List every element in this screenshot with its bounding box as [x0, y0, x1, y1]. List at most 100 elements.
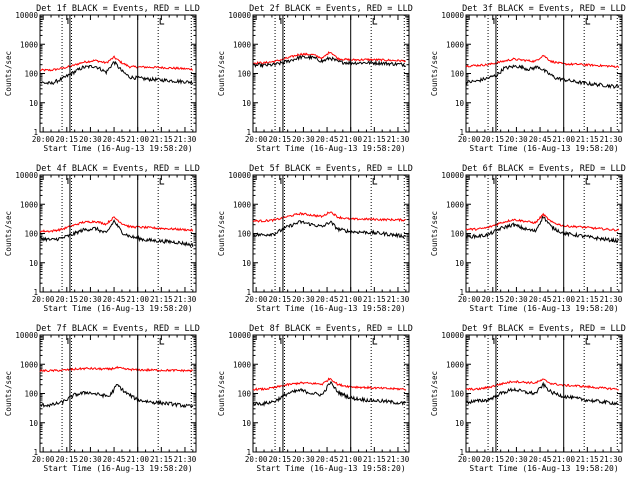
plot-frame	[465, 334, 623, 453]
y-tick-label: 10	[242, 99, 252, 108]
x-tick-label: 21:15	[150, 135, 173, 144]
x-tick-label: 20:30	[505, 455, 528, 464]
x-tick-label: 21:15	[576, 455, 599, 464]
x-tick-label: 20:15	[268, 455, 291, 464]
events-series-line	[252, 380, 407, 407]
x-tick-label: 20:00	[245, 455, 268, 464]
y-tick-label: 1000	[233, 40, 252, 49]
x-tick-label: 20:00	[458, 455, 481, 464]
end-flag-marker	[159, 178, 165, 185]
y-axis-label: Counts/sec	[217, 51, 226, 96]
y-tick-label: 10	[455, 419, 465, 428]
y-tick-label: 10	[29, 99, 39, 108]
x-tick-label: 20:15	[55, 455, 78, 464]
chart-panel-4: Det 4f BLACK = Events, RED = LLD 1 10 100 10…	[4, 164, 200, 313]
x-tick-label: 20:15	[55, 135, 78, 144]
plot-frame	[252, 14, 410, 133]
chart-title: Det 9f BLACK = Events, RED = LLD	[462, 324, 626, 334]
x-tick-label: 21:15	[363, 295, 386, 304]
x-tick-label: 21:30	[600, 135, 623, 144]
y-axis-label: Counts/sec	[430, 51, 439, 96]
lld-series-line	[252, 51, 406, 65]
x-tick-label: 20:15	[268, 295, 291, 304]
x-tick-label: 21:15	[576, 135, 599, 144]
x-tick-label: 21:30	[600, 295, 623, 304]
end-flag-marker	[159, 18, 165, 25]
end-flag-marker	[372, 18, 378, 25]
y-tick-label: 1000	[233, 200, 252, 209]
chart-title: Det 8f BLACK = Events, RED = LLD	[249, 324, 413, 334]
chart-title: Det 5f BLACK = Events, RED = LLD	[249, 164, 413, 174]
events-series-line	[465, 64, 620, 90]
x-tick-label: 21:00	[126, 455, 149, 464]
x-tick-label: 20:30	[292, 135, 315, 144]
x-tick-label: 21:30	[387, 135, 410, 144]
y-axis-label: Counts/sec	[217, 211, 226, 256]
end-flag-marker	[372, 178, 378, 185]
x-tick-label: 20:15	[481, 455, 504, 464]
lld-series-line	[39, 216, 194, 233]
x-tick-label: 21:15	[150, 455, 173, 464]
chart-title: Det 4f BLACK = Events, RED = LLD	[36, 164, 200, 174]
plot-frame	[252, 334, 410, 453]
x-axis-label: Start Time (16-Aug-13 19:58:20)	[469, 144, 618, 153]
events-series-line	[39, 383, 194, 409]
chart-panel-7: Det 7f BLACK = Events, RED = LLD 1 10 100 10…	[4, 324, 200, 473]
y-tick-label: 100	[237, 230, 251, 239]
lld-series-line	[465, 378, 619, 391]
x-tick-label: 20:45	[529, 295, 552, 304]
x-axis-label: Start Time (16-Aug-13 19:58:20)	[256, 464, 405, 473]
end-flag-marker	[159, 338, 165, 345]
y-tick-label: 100	[237, 390, 251, 399]
end-flag-marker	[585, 338, 591, 345]
y-tick-label: 1	[459, 288, 464, 297]
x-tick-label: 20:30	[292, 295, 315, 304]
chart-panel-6: Det 6f BLACK = Events, RED = LLD 1 10 100 10…	[430, 164, 626, 313]
x-tick-label: 21:15	[363, 135, 386, 144]
x-tick-label: 20:45	[529, 135, 552, 144]
plot-frame	[39, 14, 197, 133]
x-tick-label: 21:30	[387, 455, 410, 464]
x-tick-label: 21:00	[339, 455, 362, 464]
x-tick-label: 20:30	[505, 295, 528, 304]
y-tick-label: 1000	[20, 360, 39, 369]
x-tick-label: 20:15	[268, 135, 291, 144]
y-tick-label: 1000	[233, 360, 252, 369]
y-axis-label: Counts/sec	[4, 211, 13, 256]
chart-panel-1: Det 1f BLACK = Events, RED = LLD 1 10 100 10…	[4, 4, 200, 153]
y-tick-label: 100	[24, 70, 38, 79]
x-tick-label: 21:00	[339, 135, 362, 144]
x-tick-label: 21:15	[576, 295, 599, 304]
y-axis-label: Counts/sec	[430, 211, 439, 256]
y-axis-label: Counts/sec	[4, 371, 13, 416]
y-tick-label: 10	[29, 259, 39, 268]
x-tick-label: 20:00	[32, 135, 55, 144]
y-tick-label: 10000	[228, 171, 251, 180]
y-tick-label: 10000	[15, 171, 38, 180]
y-tick-label: 1	[33, 128, 38, 137]
x-tick-label: 20:30	[79, 295, 102, 304]
y-axis-label: Counts/sec	[430, 371, 439, 416]
x-tick-label: 20:00	[245, 135, 268, 144]
x-tick-label: 21:15	[150, 295, 173, 304]
y-tick-label: 1	[246, 128, 251, 137]
x-tick-label: 20:45	[103, 295, 126, 304]
lld-series-line	[465, 54, 620, 69]
x-axis-label: Start Time (16-Aug-13 19:58:20)	[469, 304, 618, 313]
events-series-line	[465, 381, 619, 406]
chart-title: Det 6f BLACK = Events, RED = LLD	[462, 164, 626, 174]
x-tick-label: 20:00	[458, 135, 481, 144]
chart-title: Det 2f BLACK = Events, RED = LLD	[249, 4, 413, 14]
y-tick-label: 1	[246, 288, 251, 297]
plot-frame	[39, 174, 197, 293]
x-tick-label: 20:30	[79, 455, 102, 464]
y-tick-label: 10000	[228, 11, 251, 20]
lld-series-line	[39, 365, 194, 373]
x-tick-label: 20:00	[458, 295, 481, 304]
x-tick-label: 20:00	[32, 455, 55, 464]
y-tick-label: 10	[455, 99, 465, 108]
chart-panel-2: Det 2f BLACK = Events, RED = LLD 1 10 100 10…	[217, 4, 413, 153]
x-tick-label: 21:00	[552, 295, 575, 304]
x-tick-label: 20:00	[32, 295, 55, 304]
chart-panel-5: Det 5f BLACK = Events, RED = LLD 1 10 100 10…	[217, 164, 413, 313]
